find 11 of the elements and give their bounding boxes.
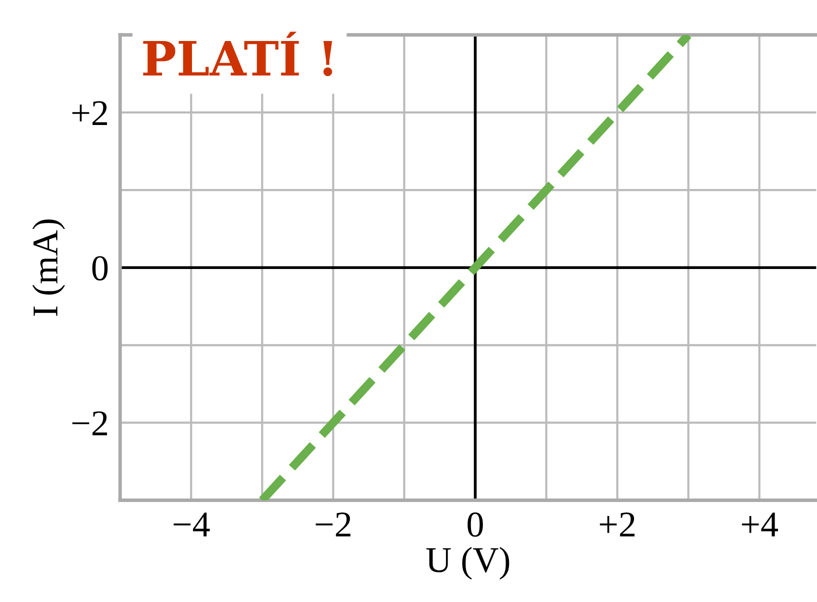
x-tick-label: −4 [174,512,210,536]
x-axis-title: U (V) [426,546,510,580]
x-tick-label: 0 [468,512,483,537]
x-tick-label: −2 [316,512,350,536]
y-tick-label: −2 [72,411,107,436]
y-tick-label: +2 [72,101,107,126]
y-tick-label: 0 [92,256,108,280]
x-tick-label: +2 [600,512,635,536]
y-axis-title: I (mA) [32,220,66,316]
x-tick-label: +4 [742,512,778,536]
chart-title: PLATÍ ! [143,32,332,76]
